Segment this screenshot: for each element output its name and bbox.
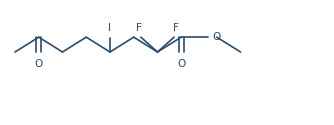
Text: F: F xyxy=(136,23,142,33)
Text: O: O xyxy=(35,59,43,69)
Text: F: F xyxy=(173,23,179,33)
Text: O: O xyxy=(177,59,185,69)
Text: O: O xyxy=(213,32,221,42)
Text: I: I xyxy=(109,23,112,33)
